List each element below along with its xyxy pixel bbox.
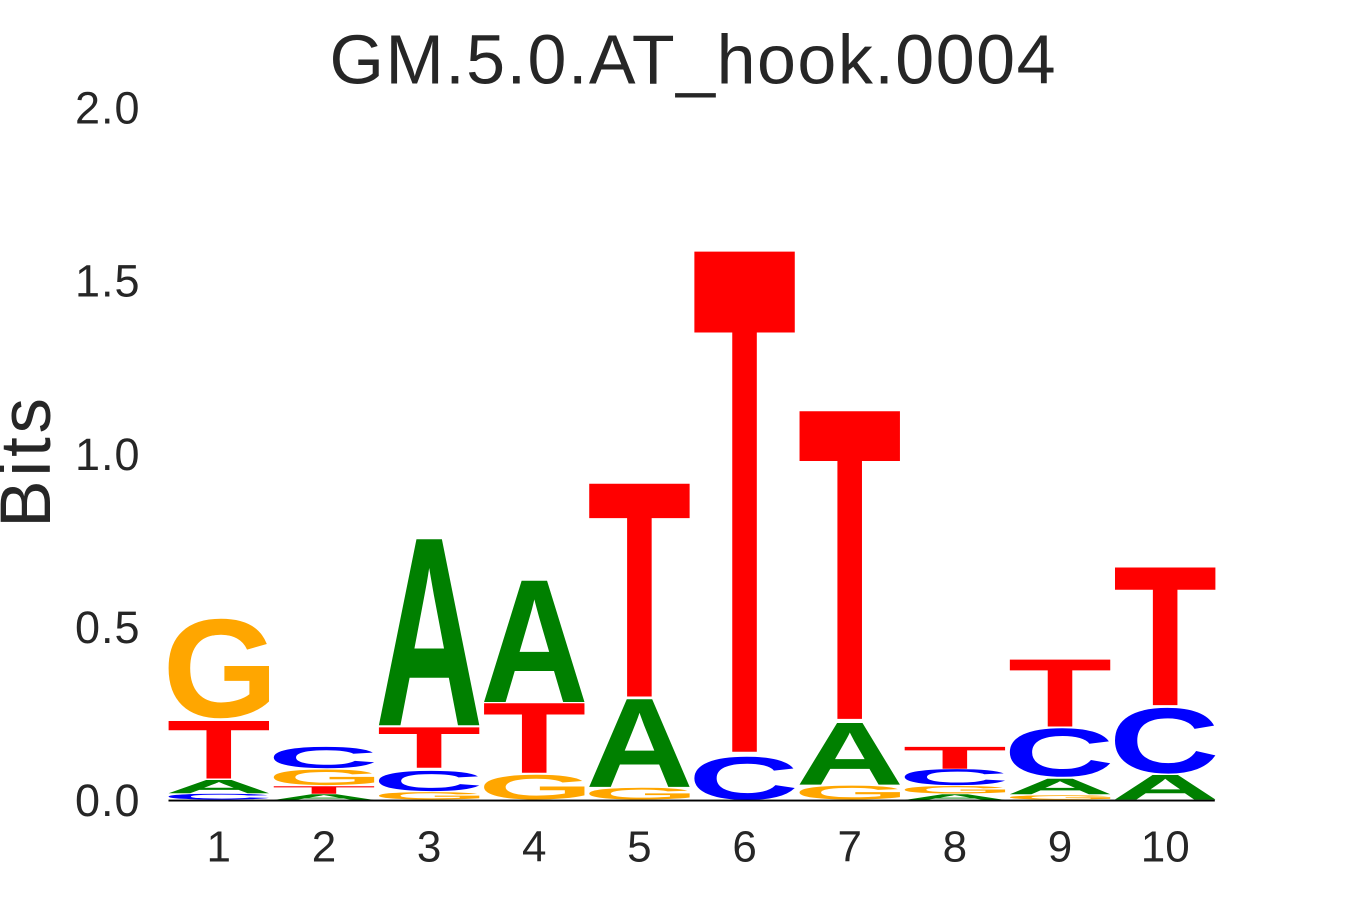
svg-text:3: 3 (417, 823, 441, 872)
svg-text:4: 4 (522, 823, 546, 872)
svg-text:8: 8 (943, 823, 967, 872)
svg-text:5: 5 (627, 823, 651, 872)
svg-text:10: 10 (1141, 823, 1190, 872)
svg-text:1: 1 (207, 823, 231, 872)
svg-text:7: 7 (837, 823, 861, 872)
svg-text:9: 9 (1048, 823, 1072, 872)
svg-text:1.5: 1.5 (75, 256, 141, 307)
svg-text:2: 2 (312, 823, 336, 872)
svg-text:Bits: Bits (0, 394, 66, 528)
svg-text:1.0: 1.0 (75, 429, 141, 480)
svg-text:GM.5.0.AT_hook.0004: GM.5.0.AT_hook.0004 (330, 21, 1056, 99)
svg-text:2.0: 2.0 (75, 83, 141, 134)
svg-text:0.5: 0.5 (75, 602, 141, 653)
svg-text:6: 6 (732, 823, 756, 872)
svg-text:0.0: 0.0 (75, 775, 141, 826)
